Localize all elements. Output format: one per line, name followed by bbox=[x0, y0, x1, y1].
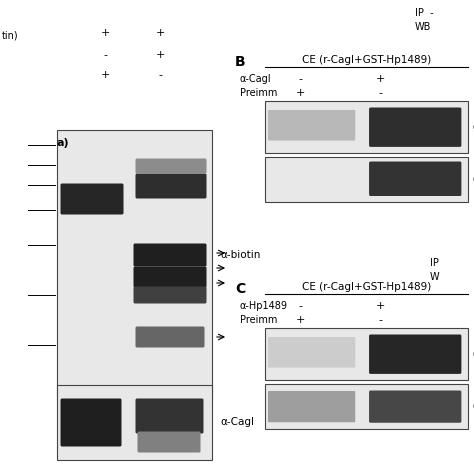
Text: CE (r-CagI+GST-Hp1489): CE (r-CagI+GST-Hp1489) bbox=[302, 55, 431, 65]
Text: Preimm: Preimm bbox=[240, 88, 277, 98]
Bar bbox=[265, 328, 468, 380]
Text: +: + bbox=[295, 315, 305, 325]
FancyBboxPatch shape bbox=[136, 399, 203, 434]
Text: α-Hp14: α-Hp14 bbox=[473, 401, 474, 411]
FancyBboxPatch shape bbox=[134, 244, 207, 266]
FancyBboxPatch shape bbox=[369, 108, 461, 147]
Bar bbox=[265, 101, 468, 153]
Text: W: W bbox=[430, 272, 439, 282]
Text: -: - bbox=[103, 50, 107, 60]
FancyBboxPatch shape bbox=[137, 431, 201, 453]
Text: WB: WB bbox=[415, 22, 431, 32]
Bar bbox=[57, 130, 212, 400]
Text: α-biotin: α-biotin bbox=[220, 250, 260, 260]
Text: IP  -: IP - bbox=[415, 8, 434, 18]
Text: +: + bbox=[375, 74, 385, 84]
FancyBboxPatch shape bbox=[268, 391, 355, 422]
Text: tin): tin) bbox=[2, 30, 18, 40]
Text: +: + bbox=[155, 50, 164, 60]
Text: α-CagI: α-CagI bbox=[240, 74, 272, 84]
Text: α-CagI: α-CagI bbox=[220, 417, 254, 427]
FancyBboxPatch shape bbox=[134, 266, 207, 288]
FancyBboxPatch shape bbox=[61, 399, 121, 447]
Text: α-Hp1489: α-Hp1489 bbox=[473, 122, 474, 132]
Text: -: - bbox=[298, 301, 302, 311]
Text: -: - bbox=[158, 70, 162, 80]
Text: +: + bbox=[100, 70, 109, 80]
Text: C: C bbox=[235, 282, 245, 296]
Text: +: + bbox=[100, 28, 109, 38]
Text: IP: IP bbox=[430, 258, 439, 268]
Text: α-CagI: α-CagI bbox=[473, 174, 474, 184]
Text: B: B bbox=[235, 55, 246, 69]
Text: CE (r-CagI+GST-Hp1489): CE (r-CagI+GST-Hp1489) bbox=[302, 282, 431, 292]
FancyBboxPatch shape bbox=[369, 162, 461, 196]
Text: α-Hp1489: α-Hp1489 bbox=[240, 301, 288, 311]
Bar bbox=[57, 385, 212, 460]
FancyBboxPatch shape bbox=[369, 391, 461, 423]
Text: +: + bbox=[295, 88, 305, 98]
Bar bbox=[265, 157, 468, 202]
Text: a): a) bbox=[57, 138, 70, 148]
FancyBboxPatch shape bbox=[136, 327, 204, 347]
FancyBboxPatch shape bbox=[369, 335, 461, 374]
FancyBboxPatch shape bbox=[134, 286, 207, 303]
FancyBboxPatch shape bbox=[61, 183, 124, 215]
Text: -: - bbox=[378, 88, 382, 98]
Text: +: + bbox=[375, 301, 385, 311]
FancyBboxPatch shape bbox=[136, 158, 207, 173]
Text: -: - bbox=[298, 74, 302, 84]
FancyBboxPatch shape bbox=[268, 110, 355, 141]
Bar bbox=[265, 384, 468, 429]
Text: +: + bbox=[155, 28, 164, 38]
Text: -: - bbox=[378, 315, 382, 325]
FancyBboxPatch shape bbox=[268, 337, 355, 368]
FancyBboxPatch shape bbox=[136, 173, 207, 199]
Text: Preimm: Preimm bbox=[240, 315, 277, 325]
Text: α-CagI: α-CagI bbox=[473, 349, 474, 359]
